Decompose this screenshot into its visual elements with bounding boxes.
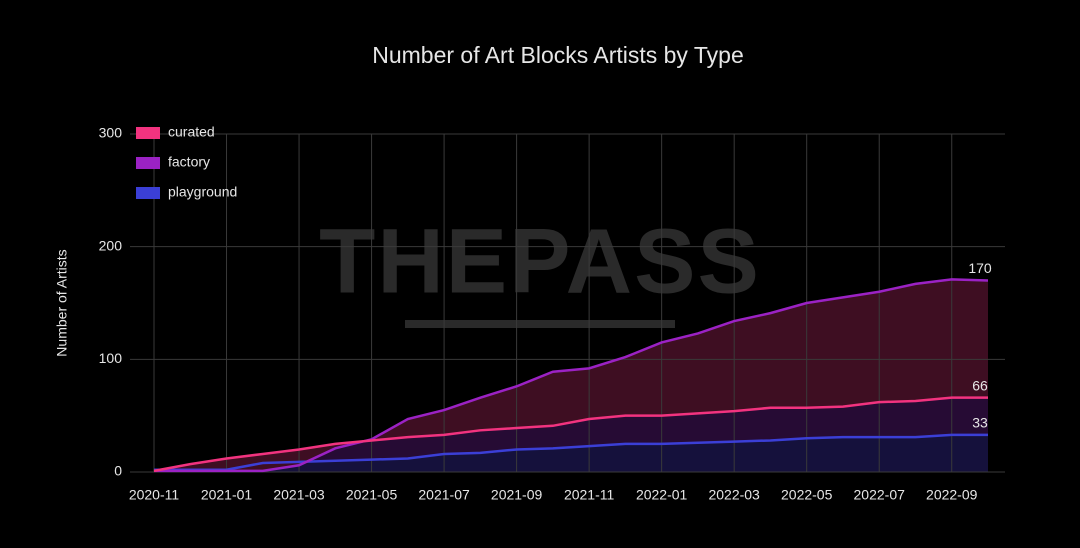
legend-swatch [136, 127, 160, 139]
data-label: 66 [972, 377, 988, 393]
data-label: 33 [972, 415, 988, 431]
x-tick-label: 2021-09 [491, 487, 543, 503]
legend-label: playground [168, 184, 237, 200]
x-tick-label: 2021-01 [201, 487, 253, 503]
x-tick-label: 2022-09 [926, 487, 978, 503]
legend-label: curated [168, 124, 215, 140]
y-tick-label: 200 [99, 237, 123, 253]
legend-swatch [136, 187, 160, 199]
x-tick-label: 2022-01 [636, 487, 688, 503]
legend-label: factory [168, 154, 210, 170]
legend-swatch [136, 157, 160, 169]
x-tick-label: 2022-07 [854, 487, 906, 503]
watermark-bar [405, 320, 675, 328]
x-tick-label: 2020-11 [129, 487, 180, 503]
x-tick-label: 2021-11 [564, 487, 615, 503]
y-axis-label: Number of Artists [54, 249, 70, 356]
y-tick-label: 100 [99, 350, 123, 366]
y-tick-label: 300 [99, 125, 123, 141]
series-line [154, 433, 988, 471]
x-tick-label: 2022-03 [708, 487, 760, 503]
area-fill [154, 434, 988, 472]
series-line [154, 278, 989, 473]
x-tick-label: 2022-05 [781, 487, 833, 503]
x-tick-label: 2021-03 [273, 487, 325, 503]
series-line [153, 396, 988, 473]
x-tick-label: 2021-05 [346, 487, 398, 503]
data-label: 170 [968, 260, 992, 276]
chart-title: Number of Art Blocks Artists by Type [372, 42, 744, 68]
watermark: THEPASS [319, 210, 761, 312]
area-fill [154, 279, 988, 471]
y-tick-label: 0 [114, 463, 122, 479]
x-tick-label: 2021-07 [418, 487, 470, 503]
